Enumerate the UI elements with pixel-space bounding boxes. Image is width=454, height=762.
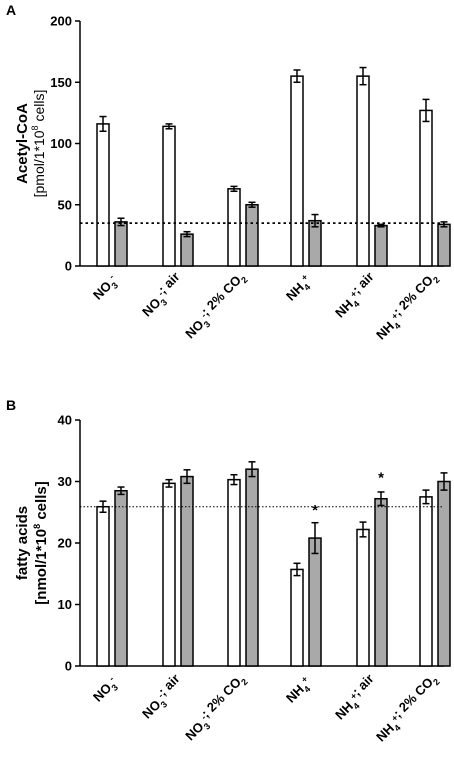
panel-a: A 0 50 100 150 200 Acetyl-CoA [pmol/1*108 cells…	[6, 2, 451, 345]
category-label-part: 3	[159, 699, 170, 710]
category-label-part: 2	[239, 677, 250, 688]
bar	[162, 482, 176, 667]
category-label-part: -	[199, 311, 208, 320]
category-label: NH4+; air	[329, 671, 383, 725]
bar	[437, 480, 451, 667]
category-label-part: 4	[392, 723, 403, 734]
y-tick-label: 40	[58, 413, 72, 428]
category-label: NO3-; 2% CO2	[179, 671, 254, 746]
bar	[96, 505, 110, 667]
y-tick-label: 150	[50, 75, 72, 90]
y-tick-label: 100	[50, 136, 72, 151]
category-label-part: 4	[351, 299, 362, 310]
category-label: NO3-; 2% CO2	[179, 269, 254, 344]
bar	[290, 75, 304, 267]
y-tick-label: 30	[58, 474, 72, 489]
y-axis-unit-part: cells]	[31, 90, 47, 126]
category-label-part: 4	[392, 321, 403, 332]
category-label-part: +	[299, 674, 310, 685]
bar	[419, 496, 433, 667]
category-label-part: ; 2% CO	[390, 273, 436, 319]
y-tick-label: 50	[58, 197, 72, 212]
category-label: NH4+	[282, 674, 316, 708]
category-label-part: 4	[302, 684, 313, 695]
category-label-part: +	[389, 311, 400, 322]
category-label: NH4+; air	[329, 269, 383, 323]
y-tick-label: 0	[65, 659, 72, 674]
bar	[180, 233, 194, 267]
category-label-part: 4	[351, 701, 362, 712]
category-label-part: 3	[110, 682, 121, 693]
y-tick-label: 20	[58, 536, 72, 551]
category-label-part: +	[348, 691, 359, 702]
y-axis-label: fatty acids	[14, 506, 31, 580]
category-label-part: 4	[302, 282, 313, 293]
category-label-part: -	[156, 691, 165, 700]
bar	[356, 75, 370, 267]
category-label-part: -	[199, 713, 208, 722]
bar	[308, 537, 322, 667]
category-label: NO3-; air	[136, 269, 189, 322]
significance-asterisk: *	[312, 502, 318, 519]
category-label-part: ; 2% CO	[390, 675, 436, 721]
bar	[162, 125, 176, 267]
significance-asterisk: *	[378, 470, 384, 487]
panel-b: B 0 10 20 30 40 fatty acids [nmol/1*108 cells] N…	[6, 397, 451, 747]
y-axis-unit-part: 8	[30, 125, 40, 130]
category-label-part: 3	[159, 297, 170, 308]
category-label-part: -	[107, 272, 116, 281]
category-label: NO3-	[89, 674, 122, 707]
bar	[96, 123, 110, 267]
y-tick-label: 200	[50, 14, 72, 29]
panel-letter: A	[6, 2, 16, 18]
category-label: NO3-	[89, 272, 122, 305]
category-label-part: 3	[202, 721, 213, 732]
category-label-part: 3	[202, 319, 213, 330]
y-axis-label: Acetyl-CoA	[14, 103, 31, 184]
y-axis-unit-part: [pmol/1*10	[31, 130, 47, 197]
y-axis-unit-part: [nmol/1*10	[33, 529, 50, 605]
y-axis-unit-label: [nmol/1*108 cells]	[32, 481, 50, 604]
bar	[180, 475, 194, 667]
category-label: NH4+; 2% CO2	[370, 269, 446, 345]
category-label-part: +	[348, 289, 359, 300]
category-label-part: 2	[431, 677, 442, 688]
bar	[437, 223, 451, 267]
category-label-part: +	[389, 713, 400, 724]
bar	[227, 478, 241, 667]
category-label: NH4+	[282, 272, 316, 306]
bar	[114, 489, 128, 667]
bar	[227, 188, 241, 267]
y-tick-label: 10	[58, 597, 72, 612]
category-label-part: ; 2% CO	[198, 273, 244, 319]
bar	[374, 224, 388, 267]
category-label-part: -	[156, 289, 165, 298]
bar	[374, 497, 388, 667]
category-label-part: ; 2% CO	[198, 675, 244, 721]
y-axis-unit-part: 8	[32, 524, 42, 529]
bar	[419, 109, 433, 267]
category-label-part: +	[299, 272, 310, 283]
category-label-part: -	[107, 674, 116, 683]
bar	[245, 204, 259, 267]
y-axis-unit-label: [pmol/1*108 cells]	[30, 90, 47, 198]
category-label-part: 3	[110, 280, 121, 291]
bar	[356, 528, 370, 667]
y-tick-label: 0	[65, 259, 72, 274]
category-label-part: 2	[431, 275, 442, 286]
bar	[245, 468, 259, 667]
bar	[290, 568, 304, 667]
panel-letter: B	[6, 397, 16, 413]
bar	[114, 221, 128, 267]
category-label: NO3-; air	[136, 671, 189, 724]
category-label: NH4+; 2% CO2	[370, 671, 446, 747]
y-axis-unit-part: cells]	[33, 481, 50, 524]
category-label-part: 2	[239, 275, 250, 286]
